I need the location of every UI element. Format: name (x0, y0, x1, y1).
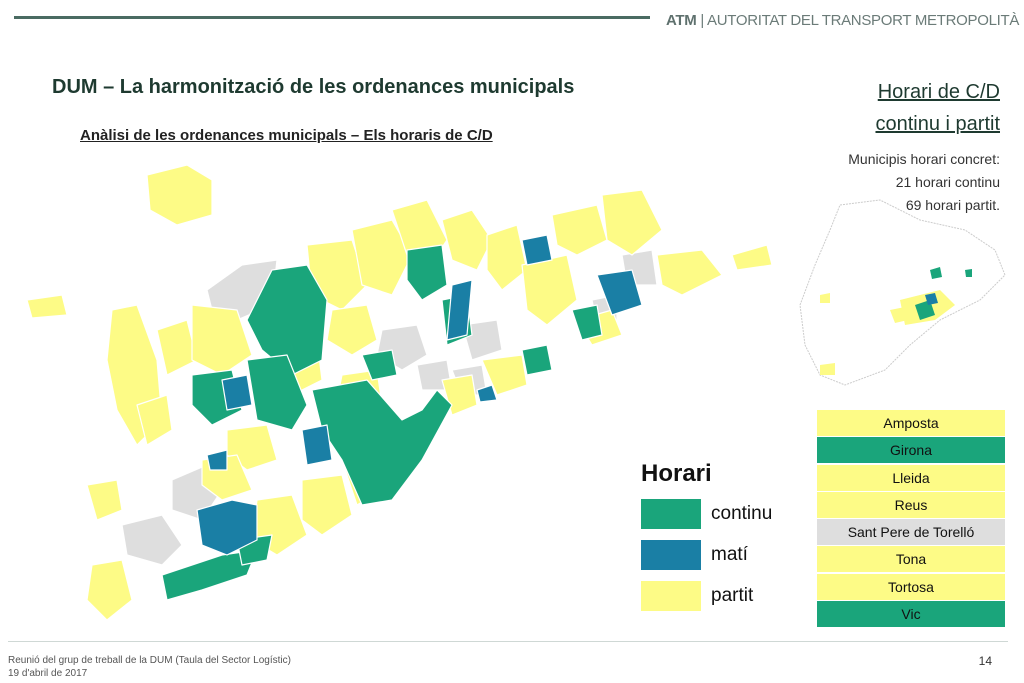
map-region-partit (146, 164, 213, 226)
legend-swatch-mati (641, 540, 701, 570)
map-region-mati (476, 384, 498, 403)
page-number: 14 (978, 654, 992, 668)
minimap-region-mati (925, 293, 938, 305)
side-title-line1: Horari de C/D (877, 81, 1000, 103)
city-list: Amposta Girona Lleida Reus Sant Pere de … (817, 410, 1005, 628)
side-title-line2: continu i partit (875, 113, 1000, 135)
minimap-region-partit (820, 293, 830, 303)
legend-swatch-partit (641, 581, 701, 611)
map-region-continu (361, 349, 398, 381)
legend-swatch-continu (641, 499, 701, 529)
legend-item-continu: continu (641, 499, 772, 529)
header-rule (14, 16, 650, 19)
brand-logo: ATM | AUTORITAT DEL TRANSPORT METROPOLIT… (666, 12, 1019, 29)
city-item: Sant Pere de Torelló (817, 519, 1005, 546)
footer-line1: Reunió del grup de treball de la DUM (Ta… (8, 655, 291, 666)
map-region-partit (351, 219, 413, 296)
map-region-partit (326, 304, 378, 356)
map-region-mati (206, 449, 228, 471)
map-region-partit (86, 479, 123, 521)
map-region-partit (551, 204, 608, 256)
map-region-mati (301, 424, 333, 466)
map-region-partit (136, 394, 173, 446)
city-item: Lleida (817, 464, 1005, 491)
side-summary: Municipis horari concret: 21 horari cont… (848, 148, 1000, 217)
catalonia-minimap (799, 199, 1006, 386)
map-region-mati (596, 269, 643, 316)
minimap-region-continu (915, 300, 935, 320)
minimap-region-continu (930, 267, 942, 279)
map-region-continu (571, 304, 603, 341)
map-region-mati (521, 234, 553, 266)
map-region-partit (656, 249, 723, 296)
map-region-partit (486, 224, 528, 291)
map-region-grey (121, 514, 183, 566)
legend-title: Horari (641, 460, 712, 487)
map-region-partit (301, 474, 353, 536)
map-region-partit (521, 254, 578, 326)
footer-rule (8, 641, 1008, 642)
map-region-partit (191, 304, 253, 376)
map-region-mati (446, 279, 473, 341)
legend-label-partit: partit (711, 585, 754, 606)
brand-name: | AUTORITAT DEL TRANSPORT METROPOLITÀ (700, 12, 1020, 29)
side-text-line1: Municipis horari concret: (848, 151, 1000, 167)
map-region-continu (246, 354, 308, 431)
municipalities-map (26, 164, 773, 621)
map-region-partit (26, 294, 68, 319)
city-item: Reus (817, 491, 1005, 518)
map-region-continu (161, 549, 258, 601)
minimap-region-continu (965, 269, 972, 277)
city-item: Amposta (817, 410, 1005, 436)
map-region-partit (731, 244, 773, 271)
city-item: Vic (817, 601, 1005, 628)
map-region-mati (196, 499, 258, 556)
page-subtitle: Anàlisi de les ordenances municipals – E… (80, 127, 493, 144)
footer: Reunió del grup de treball de la DUM (Ta… (8, 654, 291, 680)
map-region-partit (481, 354, 528, 396)
city-item: Girona (817, 437, 1005, 464)
legend-label-mati: matí (711, 544, 748, 565)
map-region-continu (246, 264, 328, 376)
map-region-partit (156, 319, 198, 376)
map-region-partit (601, 189, 663, 256)
catalonia-outline (799, 199, 1006, 386)
map-region-continu (406, 244, 448, 301)
city-item: Tona (817, 546, 1005, 573)
city-item: Tortosa (817, 573, 1005, 600)
map-region-continu (521, 344, 553, 376)
legend-item-partit: partit (641, 581, 753, 611)
legend-label-continu: continu (711, 503, 773, 524)
map-region-continu (311, 379, 453, 506)
side-title: Horari de C/D continu i partit (875, 76, 1000, 140)
side-text-line2: 21 horari continu (895, 174, 1000, 190)
page-title: DUM – La harmonització de les ordenances… (52, 76, 575, 98)
side-text-line3: 69 horari partit. (905, 197, 1000, 213)
map-region-mati (221, 374, 253, 411)
minimap-region-partit (890, 307, 908, 323)
brand-abbr: ATM (666, 12, 697, 29)
footer-line2: 19 d'abril de 2017 (8, 668, 88, 679)
legend-item-mati: matí (641, 540, 748, 570)
map-region-partit (441, 209, 493, 271)
minimap-region-partit (820, 363, 835, 375)
map-region-grey (461, 319, 503, 361)
map-region-partit (86, 559, 133, 621)
